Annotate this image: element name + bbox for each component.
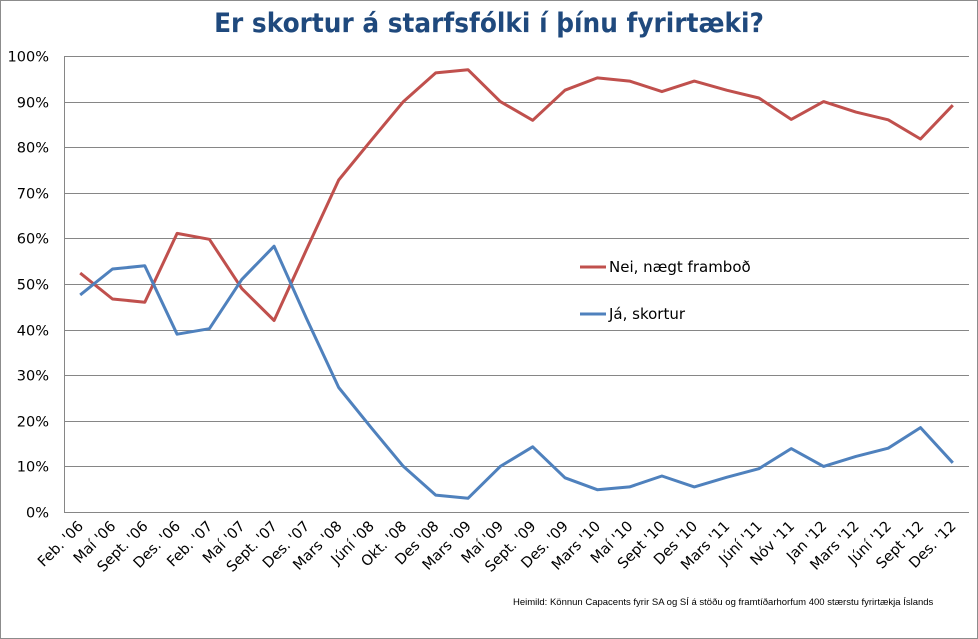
legend: Nei, nægt framboð Já, skortur [580,258,751,323]
y-tick-label: 50% [17,278,49,294]
series-line-nei [79,68,954,322]
y-tick-label: 80% [17,141,49,157]
y-tick-label: 30% [17,369,49,385]
y-axis: 0% 10% 20% 30% 40% 50% 60% 70% 80% 90% 100% [8,50,49,522]
chart-title: Er skortur á starfsfólki í þínu fyrirtæk… [214,8,764,39]
series-line-ja [79,244,954,500]
y-tick-label: 60% [17,232,49,248]
source-note: Heimild: Könnun Capacents fyrir SA og SÍ… [513,597,934,608]
gridlines [64,56,969,513]
y-tick-label: 0% [26,506,49,522]
y-tick-label: 70% [17,187,49,203]
legend-label-ja: Já, skortur [608,305,686,323]
y-tick-label: 90% [17,96,49,112]
y-tick-label: 100% [8,50,49,66]
series-lines [79,68,954,500]
y-tick-label: 10% [17,460,49,476]
y-tick-label: 40% [17,324,49,340]
legend-label-nei: Nei, nægt framboð [609,258,751,276]
y-tick-label: 20% [17,415,49,431]
